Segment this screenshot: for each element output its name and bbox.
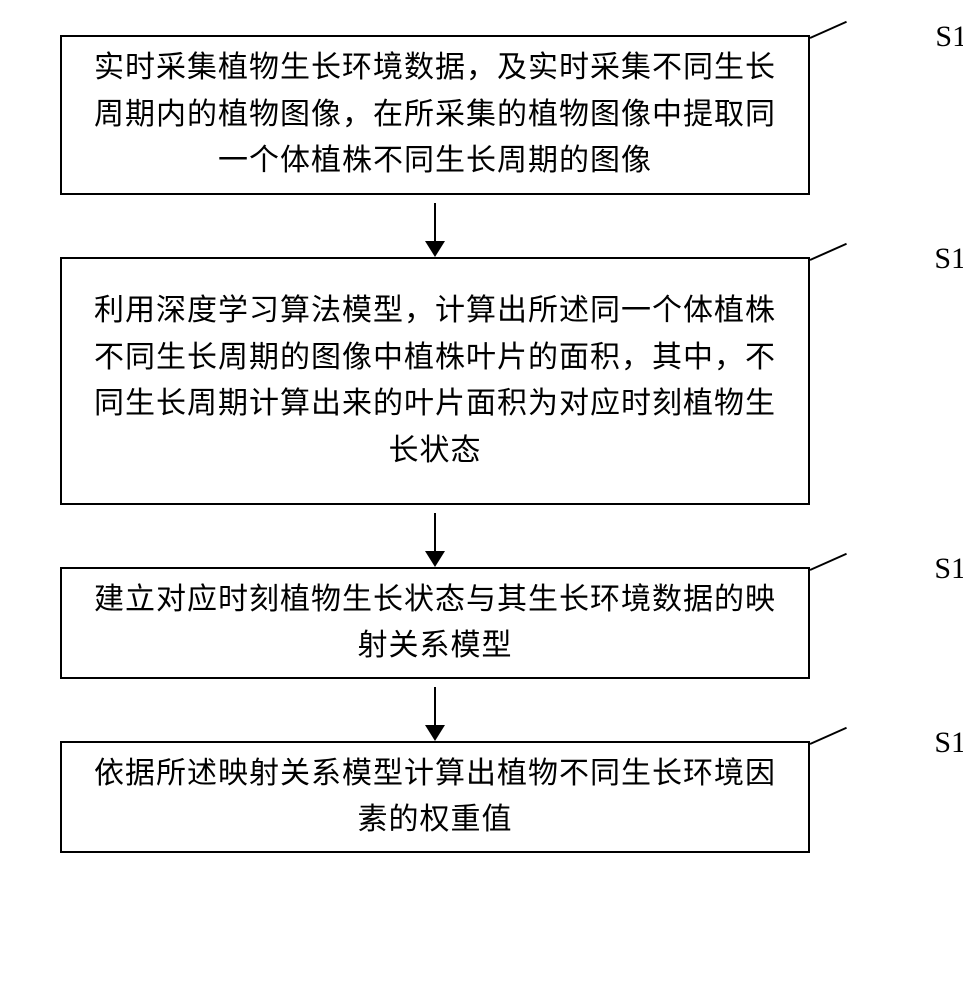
arrow-head-2: [425, 551, 445, 567]
step-text-s120: 利用深度学习算法模型，计算出所述同一个体植株不同生长周期的图像中植株叶片的面积，…: [86, 288, 784, 474]
connector-s110: [810, 21, 847, 39]
connector-s140: [810, 727, 847, 745]
step-wrapper-4: S140 依据所述映射关系模型计算出植物不同生长环境因素的权重值: [60, 741, 903, 853]
step-wrapper-3: S130 建立对应时刻植物生长状态与其生长环境数据的映射关系模型: [60, 567, 903, 679]
arrow-2: [60, 505, 810, 567]
connector-s130: [810, 553, 847, 571]
step-label-s130: S130: [934, 552, 963, 586]
step-box-s110: 实时采集植物生长环境数据，及实时采集不同生长周期内的植物图像，在所采集的植物图像…: [60, 35, 810, 195]
flowchart-container: S110 实时采集植物生长环境数据，及实时采集不同生长周期内的植物图像，在所采集…: [60, 35, 903, 853]
arrow-head-1: [425, 241, 445, 257]
step-label-s120: S120: [934, 242, 963, 276]
step-box-s120: 利用深度学习算法模型，计算出所述同一个体植株不同生长周期的图像中植株叶片的面积，…: [60, 257, 810, 505]
step-wrapper-1: S110 实时采集植物生长环境数据，及实时采集不同生长周期内的植物图像，在所采集…: [60, 35, 903, 195]
step-text-s140: 依据所述映射关系模型计算出植物不同生长环境因素的权重值: [86, 751, 784, 844]
step-box-s130: 建立对应时刻植物生长状态与其生长环境数据的映射关系模型: [60, 567, 810, 679]
step-label-s110: S110: [935, 20, 963, 54]
arrow-3: [60, 679, 810, 741]
arrow-head-3: [425, 725, 445, 741]
step-text-s110: 实时采集植物生长环境数据，及实时采集不同生长周期内的植物图像，在所采集的植物图像…: [86, 45, 784, 185]
connector-s120: [810, 243, 847, 261]
step-wrapper-2: S120 利用深度学习算法模型，计算出所述同一个体植株不同生长周期的图像中植株叶…: [60, 257, 903, 505]
step-label-s140: S140: [934, 726, 963, 760]
arrow-1: [60, 195, 810, 257]
step-text-s130: 建立对应时刻植物生长状态与其生长环境数据的映射关系模型: [86, 577, 784, 670]
step-box-s140: 依据所述映射关系模型计算出植物不同生长环境因素的权重值: [60, 741, 810, 853]
